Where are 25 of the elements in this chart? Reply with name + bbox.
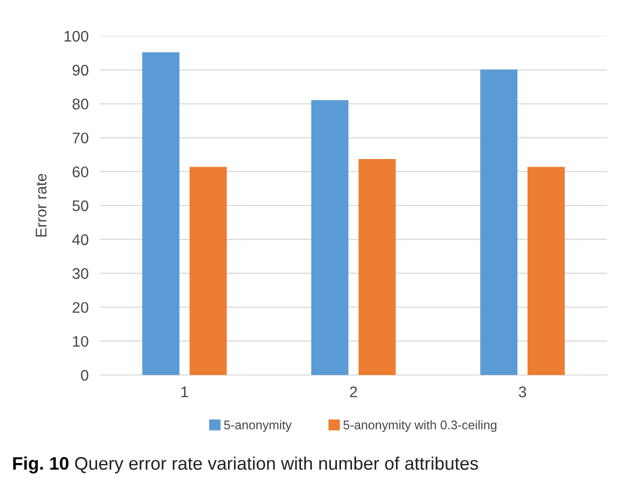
y-tick-label: 20 [72,302,88,313]
bar [190,166,227,375]
bar [480,70,518,375]
y-tick-label: 50 [72,200,88,212]
x-tick-label: 3 [518,386,526,398]
y-tick-label: 70 [72,132,88,144]
y-tick-label: 40 [72,234,88,246]
bar [528,166,565,375]
y-tick-label: 60 [72,166,88,178]
legend-label: 5-anonymity with 0.3-ceiling [343,420,496,432]
y-tick-label: 10 [73,336,88,347]
text: Query error rate variation with number of attributes [75,456,478,474]
y-axis-title: Error rate [36,174,46,237]
caption: Fig. 10 [13,456,68,474]
y-tick-label: 100 [64,30,88,42]
y-tick-label: 0 [80,370,88,381]
x-tick-label: 2 [350,386,357,398]
bar [358,159,396,375]
y-tick-label: 80 [72,98,88,110]
x-tick-label: 1 [181,386,188,398]
bar [311,100,348,375]
legend-label: 5-anonymity [224,420,292,432]
y-tick-label: 30 [72,268,88,279]
bar [142,52,180,375]
y-tick-label: 90 [72,64,88,76]
